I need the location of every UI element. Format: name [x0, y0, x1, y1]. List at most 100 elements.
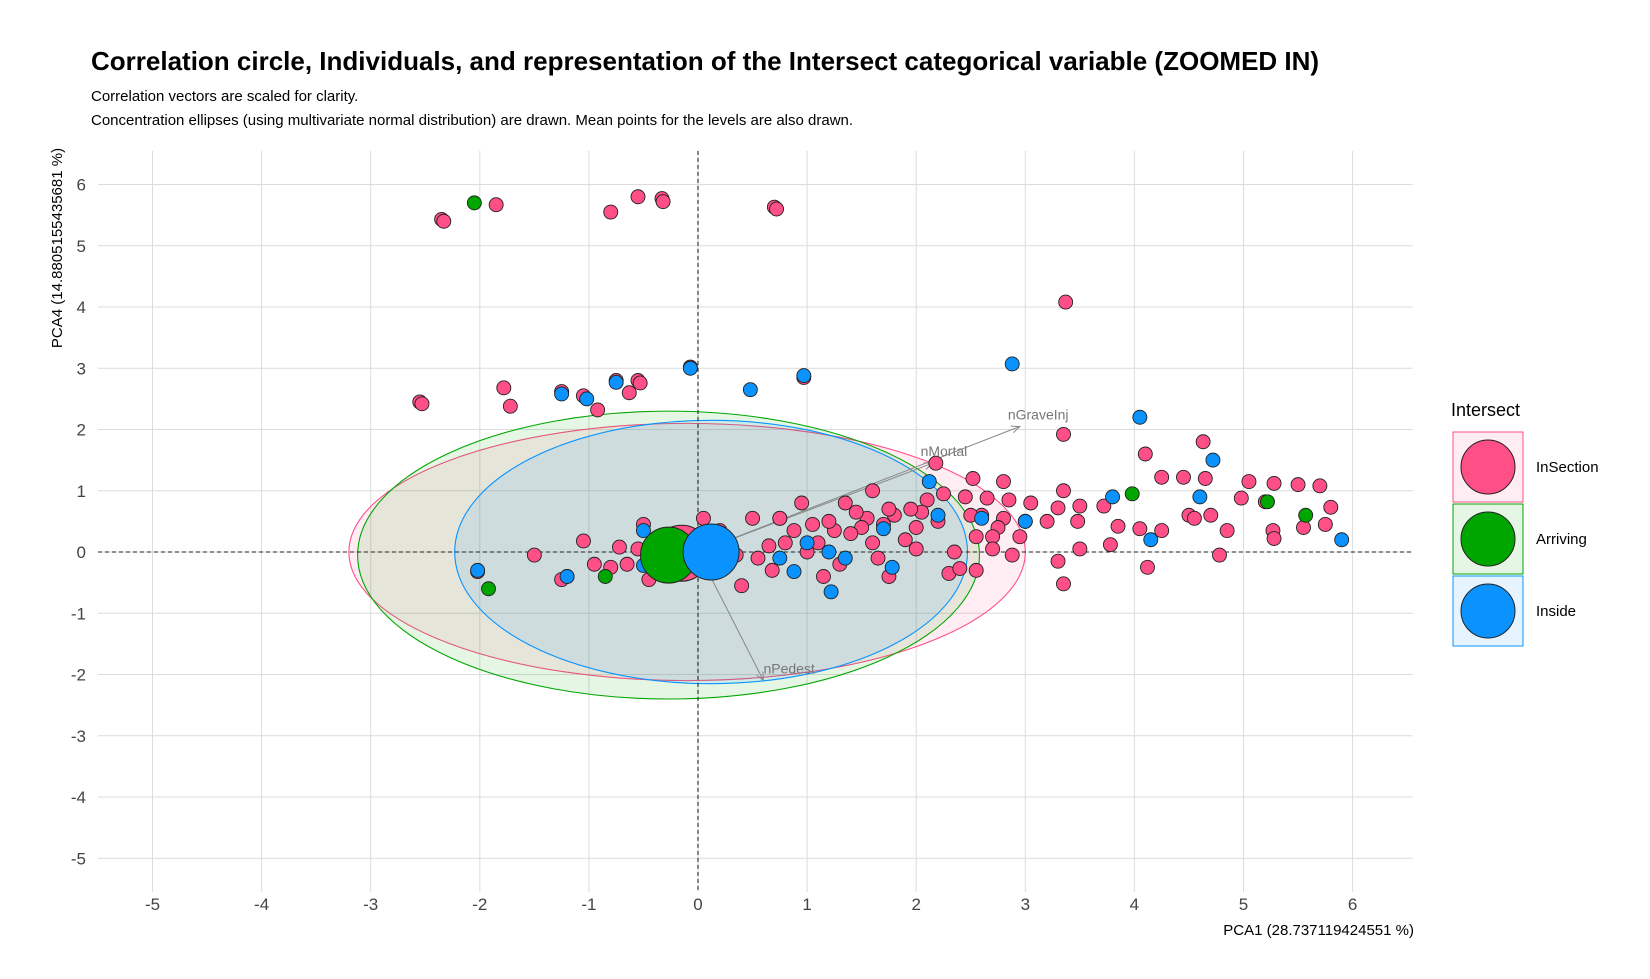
x-tick-label: -4: [254, 895, 269, 914]
point-insection: [1241, 474, 1257, 490]
point-insection: [1137, 446, 1153, 462]
point-insection: [848, 504, 864, 520]
legend-title: Intersect: [1451, 400, 1520, 420]
point-insection: [881, 501, 897, 517]
point-insection: [897, 532, 913, 548]
legend-swatch-arriving: [1460, 511, 1516, 567]
x-tick-label: 3: [1021, 895, 1030, 914]
point-inside: [579, 391, 595, 407]
vector-label-nmortal: nMortal: [921, 443, 968, 459]
point-insection: [696, 510, 711, 526]
point-arriving: [481, 581, 496, 597]
point-insection: [1323, 499, 1339, 515]
x-tick-label: 1: [802, 895, 811, 914]
point-inside: [1143, 532, 1159, 548]
point-insection: [734, 578, 750, 594]
point-insection: [619, 556, 635, 572]
point-insection: [1056, 426, 1071, 442]
legend-label-inside: Inside: [1536, 603, 1576, 620]
point-arriving: [1298, 507, 1314, 523]
point-insection: [1154, 523, 1170, 539]
point-insection: [816, 569, 831, 584]
point-insection: [1233, 490, 1249, 506]
x-axis-tick-labels: -5 -4 -3 -2 -1 0 1 2 3 4 5 6: [145, 895, 1357, 914]
point-insection: [745, 510, 760, 526]
x-axis-title: PCA1 (28.737119424551 %): [1223, 922, 1414, 939]
point-inside: [1004, 356, 1020, 372]
point-insection: [1050, 553, 1066, 569]
point-insection: [946, 544, 962, 560]
point-insection: [805, 516, 821, 532]
legend-entries: InSection Arriving Inside: [1452, 431, 1599, 647]
point-insection: [821, 513, 837, 529]
legend-swatch-inside: [1460, 583, 1516, 639]
point-arriving: [1124, 486, 1140, 502]
y-tick-label: -2: [71, 666, 86, 685]
point-insection: [1070, 513, 1086, 529]
point-insection: [1154, 469, 1170, 485]
point-insection: [1056, 483, 1071, 499]
point-insection: [777, 535, 793, 551]
point-insection: [794, 495, 810, 511]
point-insection: [952, 561, 968, 576]
point-insection: [1212, 547, 1227, 563]
point-inside: [554, 386, 570, 402]
point-insection: [1050, 500, 1066, 516]
point-insection: [1072, 541, 1088, 557]
x-tick-label: -1: [581, 895, 596, 914]
point-inside: [1132, 409, 1148, 425]
point-insection: [1072, 498, 1088, 514]
point-insection: [865, 535, 881, 551]
point-insection: [968, 529, 984, 545]
chart-title: Correlation circle, Individuals, and rep…: [91, 46, 1319, 76]
point-insection: [903, 501, 919, 517]
point-insection: [1203, 507, 1219, 523]
point-insection: [630, 189, 646, 205]
point-insection: [1012, 529, 1028, 545]
point-inside: [772, 550, 788, 566]
point-insection: [1140, 559, 1155, 575]
y-tick-label: 2: [77, 421, 86, 440]
x-tick-label: 2: [911, 895, 920, 914]
legend-label-arriving: Arriving: [1536, 531, 1587, 548]
point-arriving: [466, 195, 482, 211]
chart-subtitle-line-1: Correlation vectors are scaled for clari…: [91, 88, 358, 105]
point-insection: [488, 197, 504, 213]
point-inside: [876, 521, 891, 537]
point-insection: [1058, 294, 1074, 310]
vector-label-npedest: nPedest: [763, 661, 814, 677]
point-inside: [821, 544, 837, 560]
point-insection: [1132, 521, 1148, 537]
point-insection: [1266, 475, 1282, 491]
y-tick-label: 6: [77, 176, 86, 195]
correlation-vectors: nGraveInj nMortal nPedest: [697, 406, 1069, 682]
point-insection: [1039, 513, 1055, 529]
point-insection: [870, 550, 886, 566]
point-insection: [1312, 478, 1328, 494]
point-inside: [1334, 532, 1350, 548]
point-insection: [621, 385, 637, 401]
point-inside: [930, 507, 946, 523]
point-insection: [1056, 576, 1071, 592]
point-insection: [928, 455, 944, 471]
point-insection: [908, 520, 924, 535]
point-insection: [919, 492, 935, 508]
y-tick-label: 5: [77, 237, 86, 256]
point-inside: [796, 368, 812, 384]
x-tick-label: -3: [363, 895, 378, 914]
y-tick-label: 3: [77, 359, 86, 378]
point-insection: [843, 526, 859, 542]
point-insection: [957, 489, 973, 505]
point-inside: [1105, 489, 1121, 505]
point-inside: [470, 562, 486, 578]
point-inside: [742, 382, 758, 398]
point-insection: [502, 398, 518, 414]
y-tick-label: -4: [71, 788, 86, 807]
y-tick-label: -3: [71, 727, 86, 746]
point-insection: [1001, 492, 1017, 508]
point-insection: [632, 375, 648, 391]
point-inside: [682, 360, 698, 376]
point-insection: [1096, 498, 1112, 514]
group-mean-points: [640, 523, 740, 584]
point-insection: [1102, 537, 1118, 553]
